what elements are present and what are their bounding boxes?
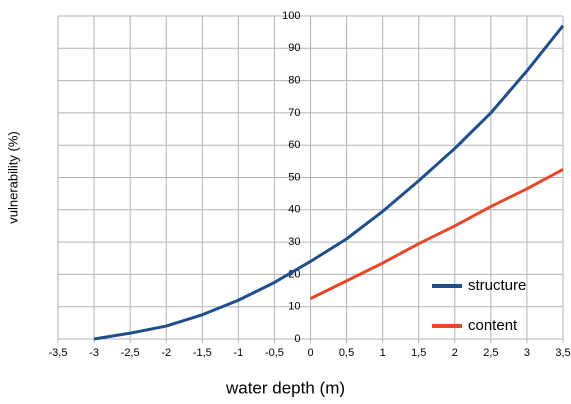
y-tick-label: 90 <box>288 42 300 54</box>
y-tick-label: 30 <box>288 236 300 248</box>
x-tick-label: 0 <box>307 347 313 359</box>
x-tick-label: -3,5 <box>49 347 68 359</box>
y-tick-label: 0 <box>294 333 300 345</box>
x-tick-label: 0,5 <box>339 347 354 359</box>
y-tick-label: 10 <box>288 301 300 313</box>
legend-label: structure <box>468 277 526 294</box>
legend-label: content <box>468 317 518 334</box>
x-tick-label: -0,5 <box>265 347 284 359</box>
x-axis-label: water depth (m) <box>225 378 345 397</box>
y-tick-label: 70 <box>288 107 300 119</box>
x-tick-label: 1,5 <box>411 347 426 359</box>
y-tick-label: 80 <box>288 75 300 87</box>
x-tick-label: -3 <box>89 347 99 359</box>
x-tick-label: -1,5 <box>193 347 212 359</box>
y-axis-label: vulnerability (%) <box>5 131 20 223</box>
x-tick-label: 2 <box>452 347 458 359</box>
x-tick-label: 2,5 <box>483 347 498 359</box>
x-tick-label: 3,5 <box>555 347 570 359</box>
series-line <box>93 24 565 341</box>
x-tick-label: -2,5 <box>121 347 140 359</box>
x-tick-label: 1 <box>380 347 386 359</box>
series-line <box>309 168 564 300</box>
x-tick-label: 3 <box>524 347 530 359</box>
x-tick-label: -2 <box>161 347 171 359</box>
y-tick-label: 50 <box>288 171 300 183</box>
y-tick-label: 40 <box>288 204 300 216</box>
x-tick-label: -1 <box>233 347 243 359</box>
y-tick-label: 100 <box>282 10 300 22</box>
y-tick-label: 60 <box>288 139 300 151</box>
